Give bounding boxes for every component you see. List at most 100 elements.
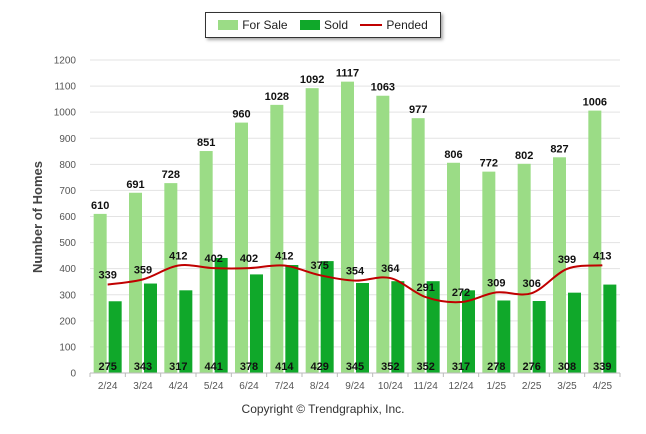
bar-for-sale (199, 151, 213, 373)
bar-sold (532, 301, 546, 373)
data-label-sold: 414 (275, 361, 294, 373)
bar-for-sale (341, 81, 354, 373)
y-axis: 0 100 200 300 400 500 600 700 800 900 1000 1100 1200 (54, 56, 77, 380)
data-label-sold: 352 (381, 361, 399, 373)
data-label-pended: 412 (275, 251, 293, 263)
bar-for-sale (376, 95, 390, 374)
y-tick-label: 1000 (54, 108, 77, 119)
data-labels-layer: 610 691 728 851 960 1028 1092 1117 1063 977 806 772… (91, 68, 612, 373)
data-label-sold: 275 (98, 361, 116, 373)
bar-sold (320, 261, 334, 373)
x-tick-label: 2/24 (98, 381, 118, 392)
x-tick-label: 8/24 (310, 381, 330, 392)
data-label-pended: 375 (310, 260, 328, 272)
data-label-for-sale: 827 (550, 143, 568, 155)
data-label-for-sale: 610 (91, 200, 109, 212)
legend-item-sold[interactable]: Sold (299, 18, 348, 32)
data-label-for-sale: 772 (480, 158, 498, 170)
legend-item-for-sale[interactable]: For Sale (218, 18, 288, 32)
bar-sold (250, 274, 263, 373)
bar-sold (426, 281, 440, 373)
y-axis-title: Number of Homes (30, 161, 45, 273)
data-label-for-sale: 851 (197, 137, 215, 149)
copyright-text: Copyright © Trendgraphix, Inc. (241, 402, 405, 416)
data-label-pended: 399 (558, 254, 576, 266)
bars-layer (93, 81, 617, 374)
data-label-sold: 308 (558, 361, 576, 373)
bar-sold (214, 257, 228, 373)
y-tick-label: 500 (59, 238, 76, 249)
x-tick-label: 9/24 (345, 381, 365, 392)
y-tick-label: 800 (59, 160, 76, 171)
data-label-sold: 278 (487, 361, 505, 373)
y-tick-label: 400 (59, 264, 76, 275)
legend-swatch-pended (360, 24, 383, 26)
bar-sold (179, 290, 193, 373)
bar-for-sale (517, 163, 531, 373)
data-label-pended: 272 (452, 287, 470, 299)
bar-sold (497, 300, 511, 373)
pended-line (107, 264, 603, 304)
data-label-for-sale: 691 (126, 179, 144, 191)
data-label-sold: 317 (452, 361, 470, 373)
legend-swatch-for-sale (218, 20, 239, 30)
y-tick-label: 700 (59, 186, 76, 197)
data-label-pended: 413 (593, 250, 611, 262)
legend-label-pended: Pended (386, 18, 428, 32)
data-label-for-sale: 802 (515, 150, 533, 162)
bar-sold (462, 290, 475, 373)
bar-for-sale (164, 183, 178, 373)
legend-label-sold: Sold (323, 18, 348, 32)
data-label-sold: 441 (204, 361, 222, 373)
data-label-sold: 429 (310, 361, 328, 373)
data-label-for-sale: 1063 (371, 82, 395, 94)
data-label-pended: 402 (240, 253, 258, 265)
data-label-pended: 306 (522, 278, 540, 290)
bar-sold (285, 265, 299, 373)
data-label-pended: 291 (416, 282, 434, 294)
data-label-for-sale: 728 (162, 169, 180, 181)
bar-for-sale (129, 192, 142, 373)
data-label-pended: 402 (204, 253, 222, 265)
data-label-sold: 339 (593, 361, 611, 373)
data-label-pended: 359 (134, 264, 152, 276)
x-tick-label: 11/24 (414, 381, 439, 392)
x-tick-label: 4/24 (169, 381, 189, 392)
data-label-sold: 276 (522, 361, 540, 373)
x-tick-label: 12/24 (448, 381, 473, 392)
x-tick-label: 10/24 (378, 381, 403, 392)
bar-sold (144, 283, 157, 373)
data-label-for-sale: 1028 (265, 91, 289, 103)
data-label-for-sale: 977 (409, 104, 427, 116)
data-label-for-sale: 1117 (336, 68, 359, 80)
y-tick-label: 1200 (54, 56, 77, 67)
x-tick-label: 4/25 (593, 381, 613, 392)
y-tick-label: 900 (59, 134, 76, 145)
bar-sold (568, 292, 581, 373)
legend-label-for-sale: For Sale (242, 18, 288, 32)
data-label-for-sale: 1092 (300, 74, 324, 86)
y-tick-label: 100 (59, 342, 76, 353)
bar-for-sale (411, 118, 425, 373)
data-label-sold: 378 (240, 361, 258, 373)
x-tick-label: 3/24 (133, 381, 153, 392)
bar-sold (356, 283, 369, 373)
data-label-for-sale: 1006 (583, 97, 607, 109)
bar-sold (603, 284, 617, 373)
x-tick-label: 2/25 (522, 381, 542, 392)
bar-for-sale (447, 162, 460, 373)
y-tick-label: 0 (70, 369, 76, 380)
legend-swatch-sold (299, 20, 320, 30)
y-tick-label: 300 (59, 290, 76, 301)
x-tick-label: 5/24 (204, 381, 224, 392)
bar-sold (391, 281, 405, 373)
legend-item-pended[interactable]: Pended (360, 18, 428, 32)
data-label-sold: 317 (169, 361, 187, 373)
data-label-sold: 352 (416, 361, 434, 373)
y-tick-label: 600 (59, 212, 76, 223)
bar-for-sale (553, 157, 566, 373)
bar-sold (108, 301, 122, 373)
gridlines (90, 59, 620, 374)
data-label-pended: 364 (381, 263, 400, 275)
